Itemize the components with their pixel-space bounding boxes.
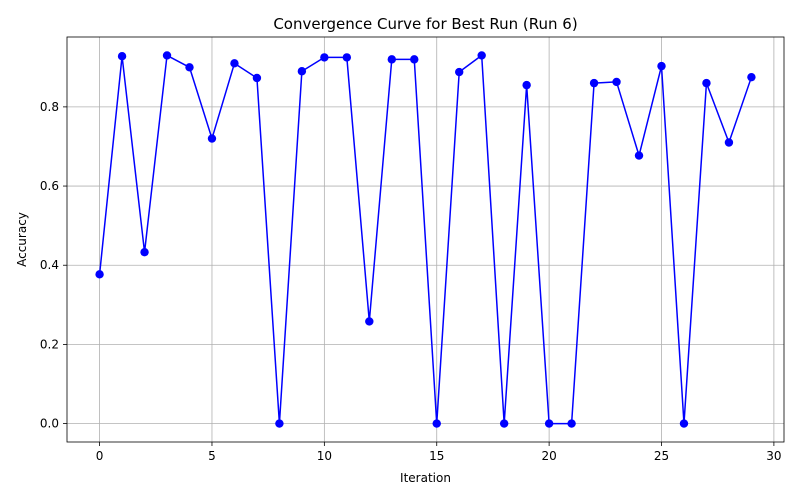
data-point (567, 419, 576, 428)
data-point (117, 52, 127, 61)
data-point (589, 78, 599, 88)
data-point (612, 77, 621, 87)
data-point (499, 419, 509, 428)
data-point (657, 61, 666, 71)
x-tick-label: 10 (317, 449, 332, 463)
data-point (252, 73, 262, 83)
data-point (477, 51, 486, 60)
data-point (702, 78, 711, 88)
y-tick-label: 0.0 (40, 417, 59, 431)
y-tick-label: 0.4 (40, 258, 59, 272)
data-series (95, 51, 756, 428)
data-point (410, 55, 419, 64)
grid-lines (67, 37, 784, 442)
data-point (365, 317, 374, 326)
data-point (522, 80, 531, 90)
data-point (140, 247, 149, 257)
axis-ticks: 0 5 10 15 20 25 30 0.0 0.2 0.4 0.6 0.8 (40, 100, 782, 463)
data-point (634, 151, 644, 160)
data-point (297, 67, 307, 76)
data-point (185, 63, 194, 72)
x-tick-label: 25 (654, 449, 669, 463)
data-point (544, 419, 554, 428)
data-point (432, 419, 441, 428)
y-tick-label: 0.6 (40, 179, 59, 193)
chart-title: Convergence Curve for Best Run (Run 6) (273, 15, 577, 33)
series-line (98, 54, 753, 425)
x-tick-label: 20 (541, 449, 556, 463)
y-tick-label: 0.8 (40, 100, 59, 114)
y-tick-label: 0.2 (40, 337, 59, 351)
data-point (275, 419, 284, 428)
data-point (320, 53, 329, 62)
x-tick-label: 5 (208, 449, 216, 463)
data-point (679, 419, 689, 428)
x-tick-label: 15 (429, 449, 444, 463)
data-point (95, 270, 104, 279)
x-axis-label: Iteration (400, 471, 451, 485)
x-tick-label: 30 (766, 449, 781, 463)
data-point (207, 134, 217, 143)
y-axis-label: Accuracy (15, 212, 29, 267)
x-tick-label: 0 (96, 449, 104, 463)
data-point (342, 53, 352, 62)
data-point (387, 55, 396, 64)
data-point (230, 59, 239, 68)
data-point (162, 51, 172, 60)
data-point (455, 67, 464, 77)
plot-frame (66, 36, 785, 443)
data-point (747, 72, 756, 82)
data-point (724, 138, 734, 147)
